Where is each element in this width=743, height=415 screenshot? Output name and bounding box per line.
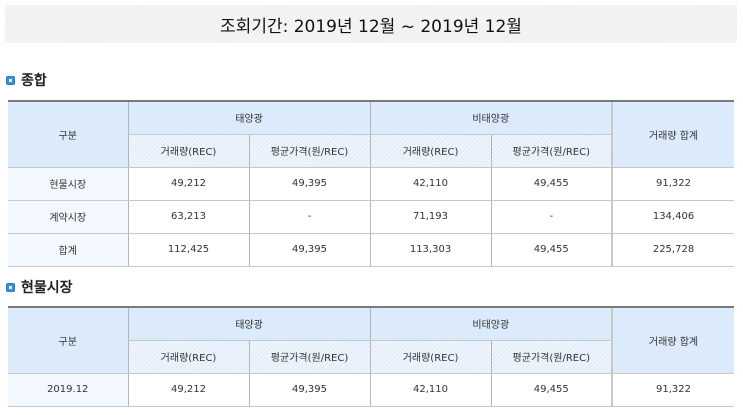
header-non-solar-avg-price: 평균가격(원/REC) <box>490 340 613 374</box>
volume-total: 91,322 <box>611 167 735 201</box>
header-solar: 태양광 <box>127 100 371 135</box>
non-solar-avg-price: - <box>490 200 613 234</box>
row-label: 합계 <box>8 233 128 267</box>
header-solar-volume: 거래량(REC) <box>127 340 249 374</box>
header-non-solar-avg-price: 평균가격(원/REC) <box>490 134 613 168</box>
header-solar-avg-price: 평균가격(원/REC) <box>248 340 371 374</box>
solar-avg-price: 49,395 <box>248 373 371 407</box>
header-non-solar: 비태양광 <box>369 306 613 341</box>
header-solar: 태양광 <box>127 306 371 341</box>
summary-table: 구분 태양광 비태양광 거래량 합계 거래량(REC) 평균가격(원/REC) … <box>8 100 735 267</box>
spot-market-table: 구분 태양광 비태양광 거래량 합계 거래량(REC) 평균가격(원/REC) … <box>8 306 735 407</box>
non-solar-avg-price: 49,455 <box>490 233 613 267</box>
non-solar-volume: 42,110 <box>369 167 492 201</box>
non-solar-avg-price: 49,455 <box>490 373 613 407</box>
section-title-spot-market: 현물시장 <box>6 277 73 297</box>
header-solar-volume: 거래량(REC) <box>127 134 249 168</box>
header-category: 구분 <box>8 100 128 168</box>
solar-volume: 63,213 <box>127 200 249 234</box>
non-solar-volume: 113,303 <box>369 233 492 267</box>
table-row: 계약시장 63,213 - 71,193 - 134,406 <box>8 200 735 234</box>
header-non-solar: 비태양광 <box>369 100 613 135</box>
table-row: 합계 112,425 49,395 113,303 49,455 225,728 <box>8 233 735 267</box>
table-row: 2019.12 49,212 49,395 42,110 49,455 91,3… <box>8 373 735 407</box>
period-label: 조회기간: 2019년 12월 ~ 2019년 12월 <box>220 16 522 37</box>
volume-total: 225,728 <box>611 233 735 267</box>
volume-total: 91,322 <box>611 373 735 407</box>
non-solar-avg-price: 49,455 <box>490 167 613 201</box>
volume-total: 134,406 <box>611 200 735 234</box>
row-label: 2019.12 <box>8 373 128 407</box>
header-non-solar-volume: 거래량(REC) <box>369 340 492 374</box>
solar-avg-price: 49,395 <box>248 233 371 267</box>
header-solar-avg-price: 평균가격(원/REC) <box>248 134 371 168</box>
row-label: 계약시장 <box>8 200 128 234</box>
header-volume-total: 거래량 합계 <box>611 306 735 374</box>
solar-volume: 112,425 <box>127 233 249 267</box>
non-solar-volume: 71,193 <box>369 200 492 234</box>
row-label: 현물시장 <box>8 167 128 201</box>
square-bullet-icon <box>6 282 15 292</box>
section-title-summary: 종합 <box>6 70 47 90</box>
period-banner: 조회기간: 2019년 12월 ~ 2019년 12월 <box>5 5 737 43</box>
section-title-text: 종합 <box>21 73 47 89</box>
solar-avg-price: - <box>248 200 371 234</box>
non-solar-volume: 42,110 <box>369 373 492 407</box>
header-non-solar-volume: 거래량(REC) <box>369 134 492 168</box>
section-title-text: 현물시장 <box>21 280 73 296</box>
solar-volume: 49,212 <box>127 373 249 407</box>
header-category: 구분 <box>8 306 128 374</box>
header-volume-total: 거래량 합계 <box>611 100 735 168</box>
square-bullet-icon <box>6 75 15 85</box>
solar-volume: 49,212 <box>127 167 249 201</box>
table-row: 현물시장 49,212 49,395 42,110 49,455 91,322 <box>8 167 735 201</box>
solar-avg-price: 49,395 <box>248 167 371 201</box>
